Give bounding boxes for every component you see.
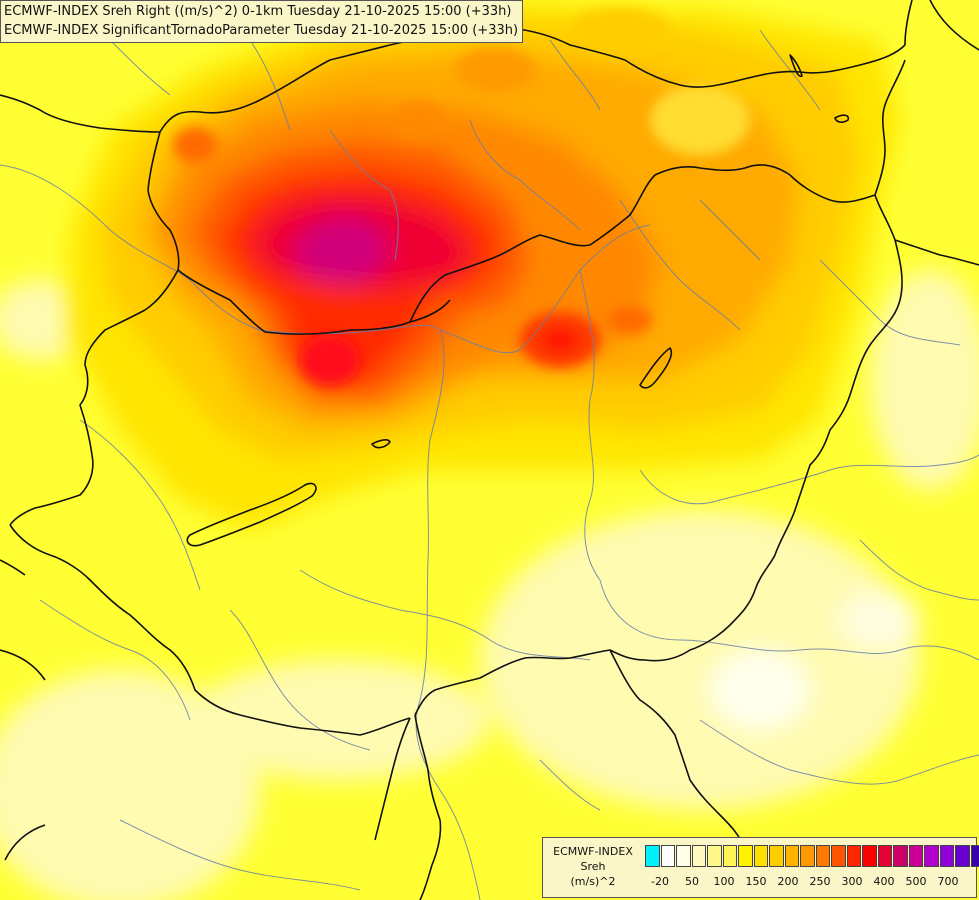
- legend-tick-label: 150: [745, 875, 767, 888]
- legend-tick-label: -20: [651, 875, 669, 888]
- legend-swatch: [645, 845, 660, 867]
- legend-swatch: [676, 845, 691, 867]
- legend-title-line-1: ECMWF-INDEX: [553, 845, 633, 858]
- field-level-8: [290, 215, 390, 285]
- legend-swatch: [924, 845, 939, 867]
- legend-swatch: [800, 845, 815, 867]
- legend-swatch: [722, 845, 737, 867]
- legend-ticks: -20 50 100 150 200 250 300 400 500 700: [645, 875, 969, 889]
- legend-swatch: [707, 845, 722, 867]
- legend-swatch: [691, 845, 706, 867]
- secondary-cells: [173, 8, 750, 385]
- legend-tick-label: 100: [713, 875, 735, 888]
- legend-swatch: [660, 845, 675, 867]
- legend-tick-label: 500: [905, 875, 927, 888]
- legend-tick-label: 700: [937, 875, 959, 888]
- legend-tick-label: 250: [809, 875, 831, 888]
- title-line-2: ECMWF-INDEX SignificantTornadoParameter …: [4, 23, 519, 38]
- legend-swatch: [970, 845, 979, 867]
- legend-tick-label: 50: [685, 875, 699, 888]
- legend-swatch: [753, 845, 768, 867]
- legend-swatch: [738, 845, 753, 867]
- legend-swatch: [955, 845, 970, 867]
- pale-field-areas: [0, 270, 979, 900]
- rivers: [0, 29, 979, 900]
- legend-tick-label: 200: [777, 875, 799, 888]
- legend-swatch: [939, 845, 954, 867]
- color-legend: ECMWF-INDEX Sreh (m/s)^2 -20 50 100 150 200 2…: [542, 837, 979, 898]
- legend-swatch: [846, 845, 861, 867]
- title-line-1: ECMWF-INDEX Sreh Right ((m/s)^2) 0-1km T…: [4, 4, 512, 19]
- legend-tick-label: 400: [873, 875, 895, 888]
- legend-swatch: [769, 845, 784, 867]
- legend-title-line-2: Sreh: [580, 860, 606, 873]
- legend-swatch: [908, 845, 923, 867]
- map-title-box: ECMWF-INDEX Sreh Right ((m/s)^2) 0-1km T…: [0, 0, 524, 43]
- legend-swatch: [862, 845, 877, 867]
- legend-tick-label: 300: [841, 875, 863, 888]
- legend-swatch: [815, 845, 830, 867]
- legend-swatch: [784, 845, 799, 867]
- legend-title: ECMWF-INDEX Sreh (m/s)^2: [545, 844, 641, 889]
- legend-swatches: [645, 845, 979, 867]
- legend-swatch: [831, 845, 846, 867]
- legend-swatch: [877, 845, 892, 867]
- legend-swatch: [893, 845, 908, 867]
- legend-title-line-3: (m/s)^2: [570, 875, 616, 888]
